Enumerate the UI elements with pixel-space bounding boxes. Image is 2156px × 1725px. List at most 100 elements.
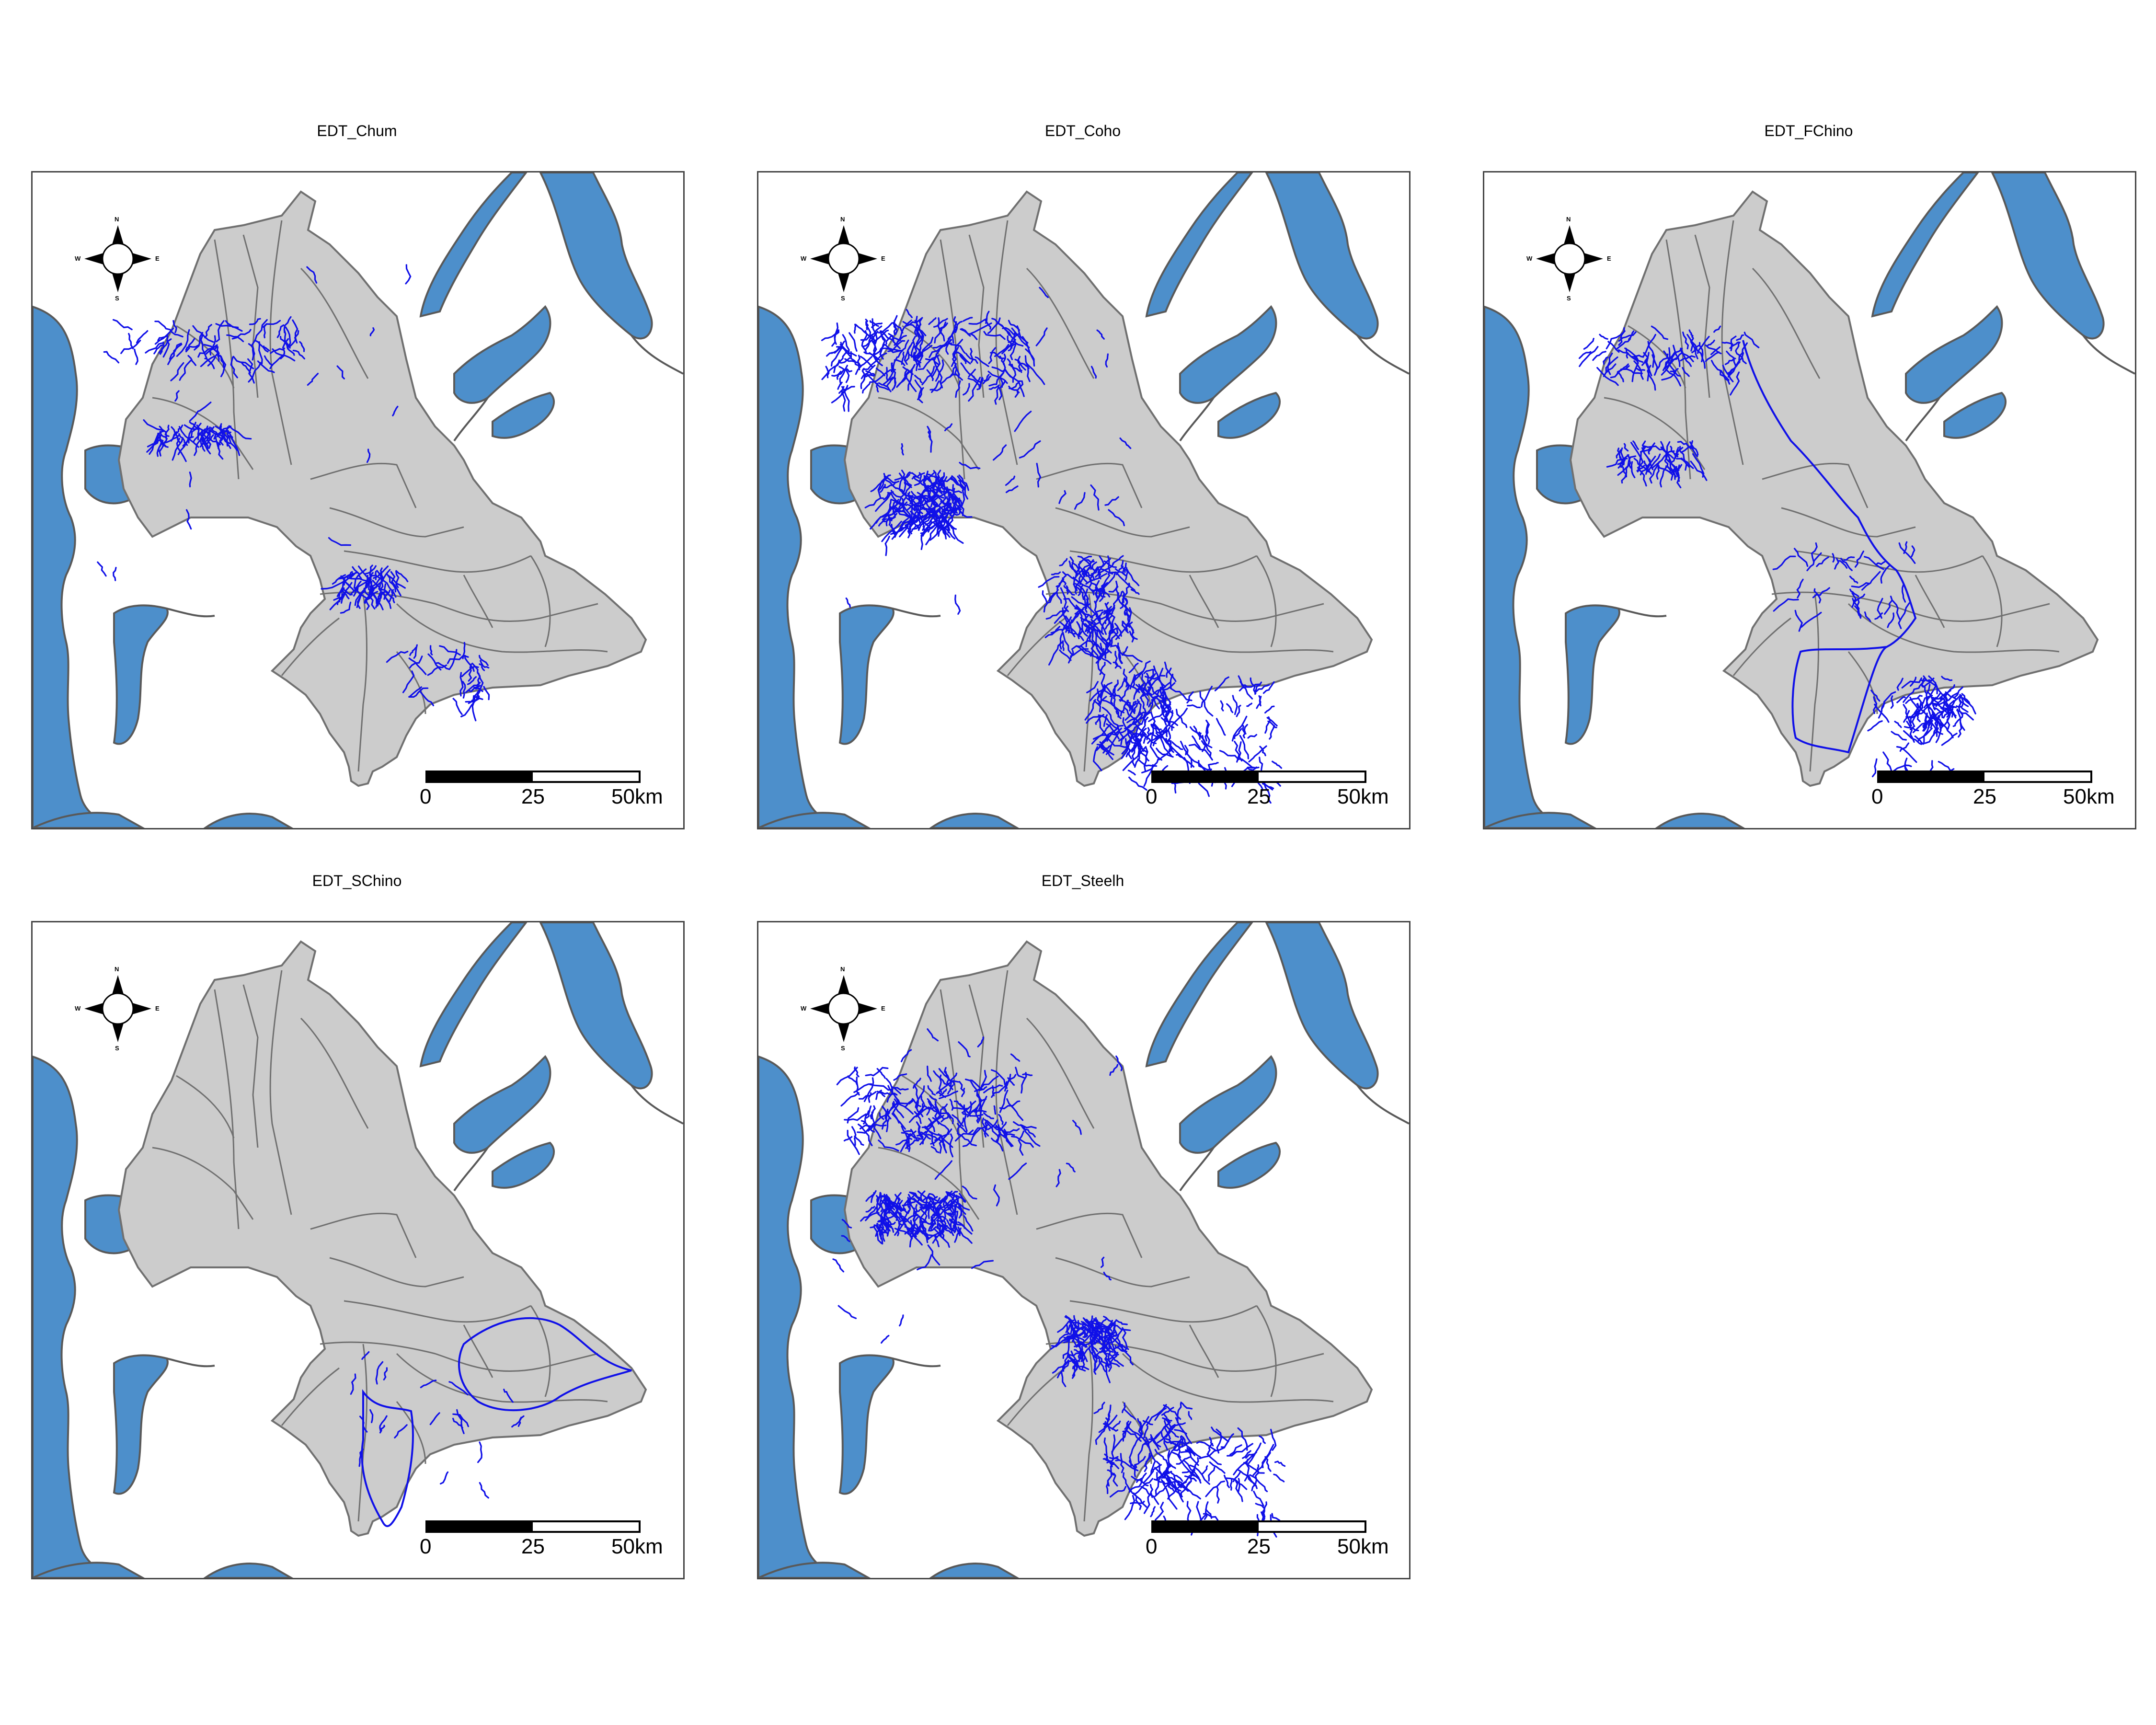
stream-segment bbox=[285, 326, 291, 348]
stream-segment bbox=[1647, 365, 1656, 391]
stream-segment bbox=[1135, 726, 1145, 752]
stream-segment bbox=[958, 1041, 971, 1058]
stream-segment bbox=[915, 1106, 924, 1117]
compass-arrow-north bbox=[838, 975, 849, 994]
subbasin-boundary bbox=[269, 970, 292, 1215]
stream-segment bbox=[169, 343, 182, 360]
stream-segment bbox=[1062, 632, 1073, 656]
water-body bbox=[1943, 391, 2007, 439]
compass-label-east: E bbox=[881, 1005, 885, 1012]
stream-segment bbox=[1713, 325, 1721, 333]
compass-arrow-west bbox=[84, 1003, 103, 1014]
stream-segment bbox=[1011, 327, 1030, 348]
subbasin-boundary bbox=[214, 989, 240, 1230]
stream-segment bbox=[475, 686, 482, 698]
stream-segment bbox=[869, 1083, 894, 1091]
stream-segment bbox=[975, 1110, 980, 1124]
stream-segment bbox=[882, 1110, 888, 1130]
subbasin-boundary bbox=[176, 1075, 235, 1138]
map-panel[interactable]: N S W E 0 25 50km bbox=[757, 171, 1411, 829]
subbasin-boundary bbox=[878, 397, 980, 470]
stream-segment bbox=[409, 646, 417, 656]
compass-label-west: W bbox=[75, 255, 81, 262]
compass-rose-icon bbox=[84, 975, 151, 1042]
water-body bbox=[838, 1354, 895, 1495]
stream-segment bbox=[1126, 727, 1137, 743]
stream-segment bbox=[1097, 686, 1106, 698]
stream-segment bbox=[1074, 1349, 1084, 1354]
stream-segment bbox=[1144, 1453, 1150, 1472]
stream-segment bbox=[205, 434, 214, 445]
stream-segment bbox=[1070, 1320, 1079, 1335]
stream-segment bbox=[917, 387, 924, 401]
compass-arrow-east bbox=[858, 253, 877, 264]
stream-segment bbox=[429, 1412, 440, 1426]
stream-segment bbox=[1111, 1434, 1116, 1458]
map-panel[interactable]: N S W E 0 25 50km bbox=[757, 921, 1411, 1579]
stream-segment bbox=[998, 1114, 1004, 1125]
stream-segment bbox=[1643, 445, 1664, 450]
stream-segment bbox=[930, 1146, 940, 1153]
stream-segment bbox=[950, 1072, 958, 1081]
stream-segment bbox=[1107, 738, 1130, 748]
stream-segment bbox=[386, 651, 409, 663]
stream-segment bbox=[984, 374, 990, 381]
stream-segment bbox=[943, 1067, 952, 1087]
stream-segment bbox=[1074, 609, 1084, 615]
stream-segment bbox=[923, 475, 943, 493]
stream-segment bbox=[1618, 331, 1637, 342]
stream-segment bbox=[1089, 610, 1104, 618]
stream-segment bbox=[1899, 742, 1910, 752]
stream-segment bbox=[864, 374, 875, 378]
stream-segment bbox=[1091, 734, 1109, 745]
compass-arrow-south bbox=[1564, 273, 1575, 292]
stream-segment bbox=[954, 1195, 959, 1211]
stream-segment bbox=[1168, 667, 1173, 689]
map-panel[interactable]: N S W E 0 25 50km bbox=[31, 171, 685, 829]
stream-segment bbox=[1651, 450, 1675, 469]
stream-segment bbox=[959, 461, 981, 470]
stream-segment bbox=[920, 519, 932, 537]
subbasin-boundary bbox=[269, 220, 292, 465]
stream-segment bbox=[1057, 1319, 1075, 1333]
stream-segment bbox=[1095, 562, 1115, 578]
coastline bbox=[2082, 334, 2135, 375]
subbasin-boundary bbox=[300, 267, 369, 379]
stream-segment bbox=[1099, 662, 1106, 675]
stream-segment bbox=[359, 1415, 368, 1433]
stream-segment bbox=[974, 1075, 999, 1092]
stream-segment bbox=[226, 334, 244, 343]
map-panel[interactable]: N S W E 0 25 50km bbox=[31, 921, 685, 1579]
stream-segment bbox=[970, 322, 992, 334]
stream-segment bbox=[1898, 602, 1910, 629]
stream-segment bbox=[1073, 564, 1090, 585]
stream-segment bbox=[1019, 440, 1041, 459]
stream-segment bbox=[939, 1090, 958, 1100]
stream-segment bbox=[1063, 585, 1075, 596]
stream-segment bbox=[1905, 694, 1923, 704]
stream-segment bbox=[892, 1100, 914, 1109]
stream-segment bbox=[954, 594, 961, 615]
subbasin-boundary bbox=[329, 1257, 464, 1288]
stream-segment bbox=[1872, 696, 1878, 714]
map-panel[interactable]: N S W E 0 25 50km bbox=[1483, 171, 2136, 829]
stream-segment bbox=[1006, 1098, 1024, 1121]
stream-segment bbox=[1102, 1458, 1120, 1470]
stream-segment bbox=[468, 663, 472, 682]
stream-segment bbox=[915, 504, 928, 510]
stream-segment bbox=[354, 582, 369, 606]
stream-segment bbox=[825, 366, 830, 379]
compass-arrow-east bbox=[132, 253, 151, 264]
stream-segment bbox=[1025, 362, 1045, 385]
stream-segment bbox=[950, 1212, 956, 1224]
stream-segment bbox=[933, 318, 948, 328]
stream-segment bbox=[97, 561, 107, 577]
compass-arrow-north bbox=[838, 225, 849, 244]
stream-segment bbox=[927, 477, 943, 494]
stream-segment bbox=[993, 444, 1007, 461]
subbasin-boundary bbox=[357, 594, 367, 772]
stream-segment bbox=[1229, 1444, 1242, 1456]
stream-segment bbox=[913, 334, 923, 356]
panel-title: EDT_SChino bbox=[312, 872, 402, 889]
stream-segment bbox=[894, 506, 911, 518]
